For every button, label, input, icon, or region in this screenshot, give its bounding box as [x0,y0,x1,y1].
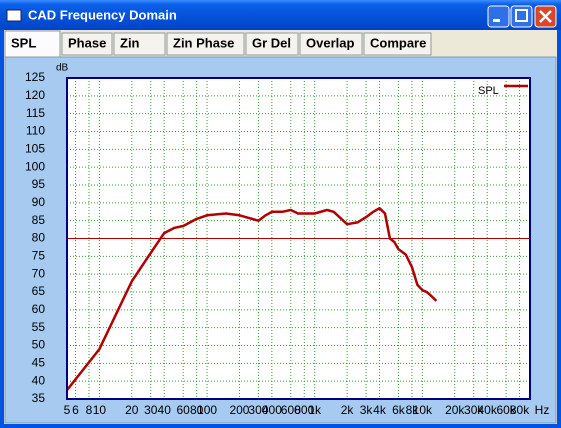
y-tick-label: 90 [32,195,46,209]
plot-border [66,77,531,400]
tab-face [245,32,299,56]
tab-label: Phase [68,35,106,50]
x-tick-label: 4k [373,403,387,417]
x-tick-label: 5 [64,403,71,417]
x-tick-label: 20 [125,403,139,417]
y-tick-label: 65 [32,284,46,298]
tab-face [166,32,245,56]
y-tick-label: 50 [32,338,46,352]
tab[interactable]: Overlap [299,32,363,56]
x-tick-label: 600 [281,403,301,417]
y-tick-label: 105 [25,142,45,156]
tab-face [4,30,61,58]
tab[interactable]: Zin Phase [166,32,245,56]
tab[interactable]: Gr Del [245,32,299,56]
y-tick-label: 40 [32,373,46,387]
y-tick-label: 100 [25,159,45,173]
series-line [66,206,438,391]
y-tick-label: 55 [32,320,46,334]
tab-label: Overlap [306,35,354,50]
x-tick-label: 10k [413,403,433,417]
x-tick-label: 8k [406,403,420,417]
x-tick-label: 6 [72,403,79,417]
y-tick-label: 125 [25,70,45,84]
tab-label: Zin [120,35,140,50]
maximize-button[interactable] [510,5,533,28]
y-tick-label: 95 [32,177,46,191]
tab[interactable]: Phase [61,32,113,56]
x-tick-label: 2k [341,403,355,417]
y-tick-label: 75 [32,249,46,263]
y-tick-label: 70 [32,266,46,280]
close-button[interactable] [534,5,557,28]
x-tick-label: 400 [262,403,282,417]
tab-label: SPL [11,35,36,50]
y-tick-label: 120 [25,88,45,102]
tab[interactable]: SPL [4,30,61,58]
y-tick-label: 60 [32,302,46,316]
y-tick-label: 85 [32,213,46,227]
x-tick-label: 80 [190,403,204,417]
x-tick-label: 100 [197,403,217,417]
x-tick-label: 200 [229,403,249,417]
tab-face [299,32,363,56]
window-title: CAD Frequency Domain [28,7,177,22]
x-tick-label: 1k [308,403,322,417]
window-icon [6,9,22,22]
x-tick-label: 6k [392,403,406,417]
x-tick-label: 40k [477,403,497,417]
y-tick-label: 110 [26,124,45,138]
x-tick-label: 30 [144,403,158,417]
tab-label: Compare [370,35,426,50]
x-unit: Hz [535,403,550,417]
x-tick-label: 10 [93,403,107,417]
y-tick-label: 115 [26,106,45,120]
title-bar [0,0,561,30]
x-tick-label: 30k [464,403,484,417]
x-tick-label: 300 [248,403,268,417]
y-tick-label: 45 [32,356,46,370]
tab-face [363,32,432,56]
tab[interactable]: Zin [113,32,166,56]
tab[interactable]: Compare [363,32,432,56]
x-tick-label: 3k [360,403,374,417]
tab-face [61,32,113,56]
x-tick-label: 800 [294,403,314,417]
tab-label: Zin Phase [173,35,234,50]
y-tick-label: 80 [32,231,46,245]
x-tick-label: 40 [158,403,172,417]
x-tick-label: 20k [445,403,465,417]
tab-face [113,32,166,56]
x-tick-label: 60k [496,403,516,417]
minimize-button[interactable] [487,5,510,28]
legend-label: SPL [478,85,499,97]
y-tick-label: 35 [32,391,46,405]
x-tick-label: 8 [86,403,93,417]
x-tick-label: 80k [510,403,530,417]
y-unit: dB [56,63,69,74]
x-tick-label: 60 [176,403,190,417]
tab-label: Gr Del [252,35,291,50]
